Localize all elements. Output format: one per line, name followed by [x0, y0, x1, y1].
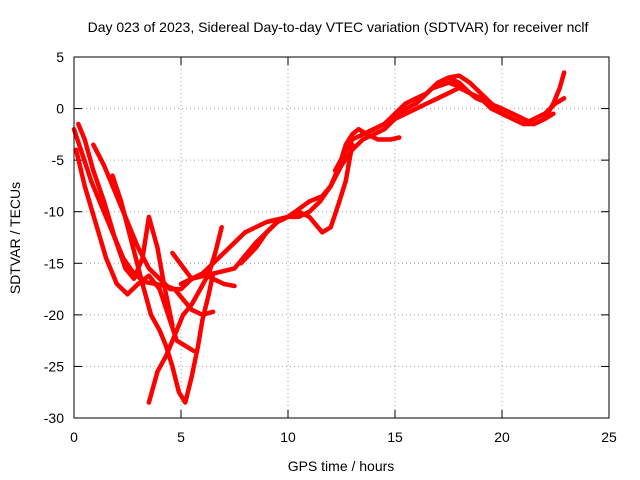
series-line-track-9	[238, 75, 473, 266]
y-tick-label: -10	[44, 204, 64, 220]
x-tick-label: 15	[387, 429, 403, 445]
series-line-track-5	[110, 173, 216, 405]
chart-title: Day 023 of 2023, Sidereal Day-to-day VTE…	[88, 19, 589, 35]
series-line-track-11	[382, 73, 567, 127]
x-axis-label: GPS time / hours	[288, 458, 395, 474]
y-tick-label: -15	[44, 255, 64, 271]
series-line-track-3	[76, 121, 175, 328]
y-axis-label: SDTVAR / TECUs	[7, 182, 23, 294]
series-group	[71, 70, 567, 405]
x-tick-label: 25	[601, 429, 617, 445]
series-line-track-2	[73, 147, 197, 354]
y-tick-label: -20	[44, 307, 64, 323]
series-line-track-10	[332, 85, 556, 173]
y-tick-label: -30	[44, 410, 64, 426]
series-line-track-8	[178, 126, 402, 287]
series-line-track-12	[431, 70, 567, 127]
y-tick-label: -25	[44, 358, 64, 374]
x-tick-label: 20	[494, 429, 510, 445]
y-tick-label: -5	[52, 152, 65, 168]
x-tick-label: 5	[177, 429, 185, 445]
axis-ticks: 0 5 10 15 20 25 -30 -25 -20 -15 -10 -5 0 5	[44, 49, 617, 445]
y-tick-label: 5	[56, 49, 64, 65]
y-tick-label: 0	[56, 101, 64, 117]
x-tick-label: 10	[280, 429, 296, 445]
plot-frame	[73, 56, 610, 419]
x-tick-label: 0	[70, 429, 78, 445]
series-line-track-4	[91, 142, 237, 292]
